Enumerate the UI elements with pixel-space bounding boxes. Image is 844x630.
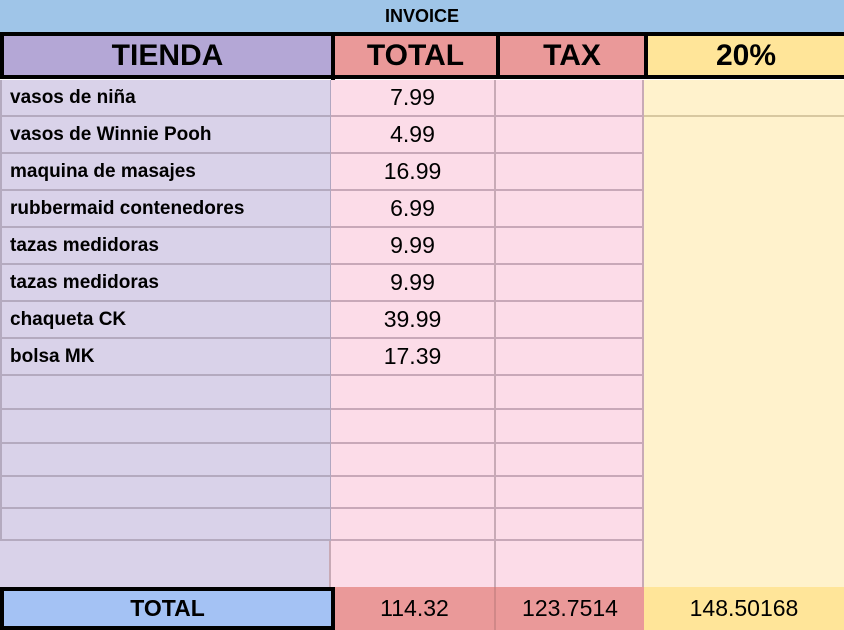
hidden-rows-band (0, 541, 331, 587)
item-tax-cell[interactable] (496, 80, 644, 117)
item-name-cell[interactable]: bolsa MK (0, 339, 331, 376)
item-name-cell[interactable] (0, 376, 331, 410)
item-total-cell[interactable]: 6.99 (331, 191, 496, 228)
item-total-cell[interactable]: 39.99 (331, 302, 496, 339)
item-name-cell[interactable] (0, 444, 331, 477)
item-tax-cell[interactable] (496, 477, 644, 509)
item-tax-cell[interactable] (496, 509, 644, 541)
item-name-cell[interactable]: maquina de masajes (0, 154, 331, 191)
header-percent[interactable]: 20% (644, 32, 844, 79)
item-tax-cell[interactable] (496, 154, 644, 191)
item-total-cell[interactable]: 16.99 (331, 154, 496, 191)
item-tax-cell[interactable] (496, 339, 644, 376)
percent-merged-cell[interactable] (644, 117, 844, 541)
hidden-rows-band (331, 541, 496, 587)
item-name-cell[interactable]: rubbermaid contenedores (0, 191, 331, 228)
item-tax-cell[interactable] (496, 228, 644, 265)
item-total-cell[interactable]: 4.99 (331, 117, 496, 154)
item-tax-cell[interactable] (496, 410, 644, 444)
hidden-rows-band (496, 541, 644, 587)
totals-label: TOTAL (0, 587, 335, 630)
item-total-cell[interactable]: 9.99 (331, 265, 496, 302)
item-name-cell[interactable] (0, 509, 331, 541)
item-name-cell[interactable]: tazas medidoras (0, 265, 331, 302)
header-tienda[interactable]: TIENDA (0, 32, 335, 79)
item-total-cell[interactable] (331, 477, 496, 509)
invoice-title: INVOICE (0, 0, 844, 32)
item-tax-cell[interactable] (496, 265, 644, 302)
item-total-cell[interactable] (331, 410, 496, 444)
hidden-rows-band (644, 541, 844, 587)
item-percent-cell[interactable] (644, 80, 844, 117)
item-name-cell[interactable]: tazas medidoras (0, 228, 331, 265)
totals-total[interactable]: 114.32 (335, 587, 496, 630)
header-total[interactable]: TOTAL (331, 32, 500, 79)
item-total-cell[interactable] (331, 376, 496, 410)
item-name-cell[interactable]: vasos de Winnie Pooh (0, 117, 331, 154)
header-tax[interactable]: TAX (496, 32, 648, 79)
totals-percent[interactable]: 148.50168 (644, 587, 844, 630)
item-tax-cell[interactable] (496, 302, 644, 339)
item-name-cell[interactable]: vasos de niña (0, 80, 331, 117)
item-tax-cell[interactable] (496, 191, 644, 228)
item-name-cell[interactable]: chaqueta CK (0, 302, 331, 339)
item-total-cell[interactable] (331, 444, 496, 477)
item-tax-cell[interactable] (496, 444, 644, 477)
item-total-cell[interactable] (331, 509, 496, 541)
item-total-cell[interactable]: 7.99 (331, 80, 496, 117)
totals-tax[interactable]: 123.7514 (496, 587, 644, 630)
item-total-cell[interactable]: 9.99 (331, 228, 496, 265)
item-name-cell[interactable] (0, 477, 331, 509)
item-tax-cell[interactable] (496, 376, 644, 410)
item-total-cell[interactable]: 17.39 (331, 339, 496, 376)
item-name-cell[interactable] (0, 410, 331, 444)
item-tax-cell[interactable] (496, 117, 644, 154)
